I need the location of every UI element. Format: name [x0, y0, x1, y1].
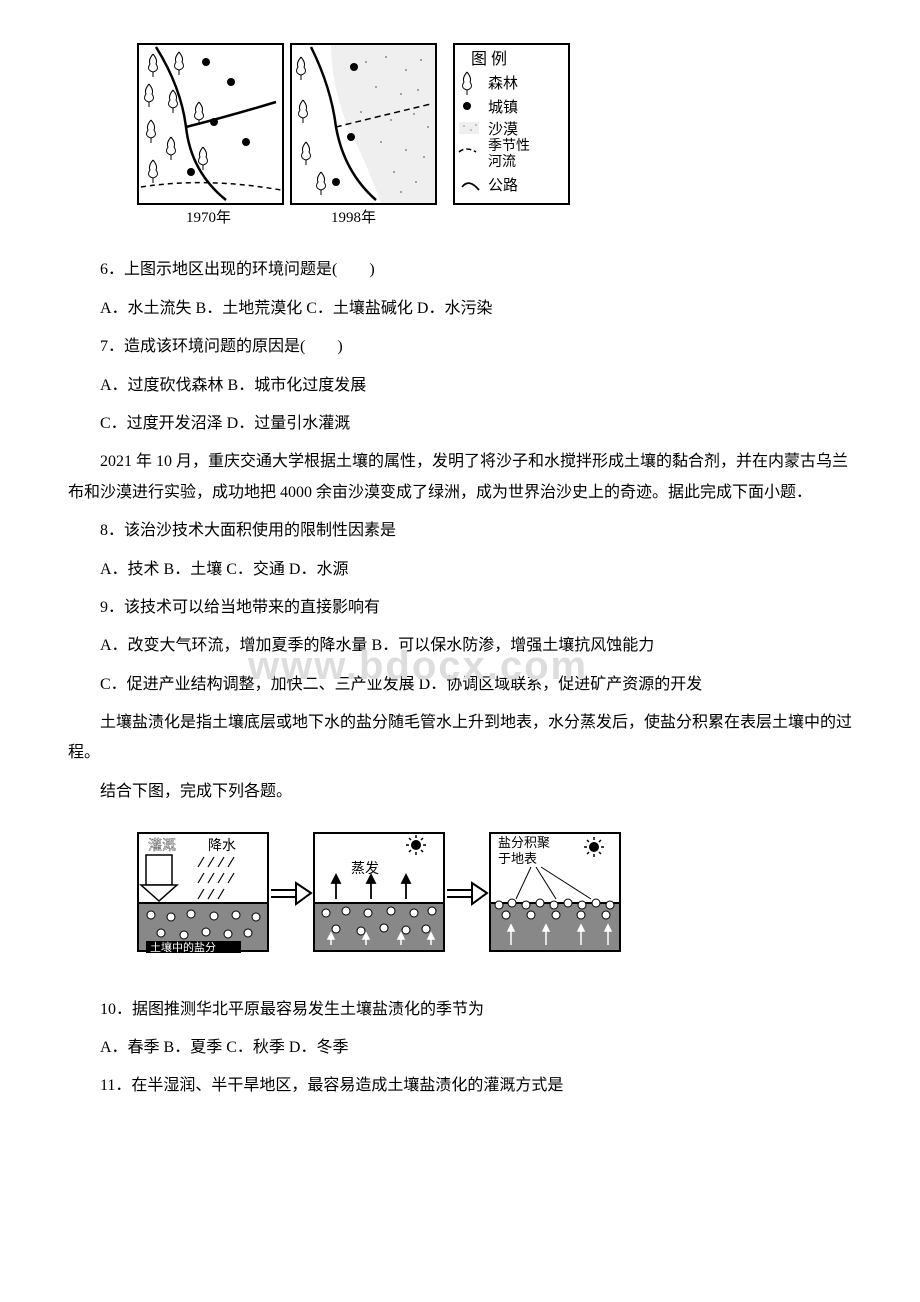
- q8-options: A．技术 B．土壤 C．交通 D．水源: [68, 555, 852, 585]
- q7-options-line1: A．过度砍伐森林 B．城市化过度发展: [68, 371, 852, 401]
- legend-seasonal-label-1: 季节性: [488, 138, 530, 154]
- q7-stem: 7．造成该环境问题的原因是( ): [68, 332, 852, 362]
- legend-seasonal-label-2: 河流: [488, 154, 516, 170]
- sun-icon-2: [584, 837, 604, 857]
- q9-options-line1: A．改变大气环流，增加夏季的降水量 B．可以保水防渗，增强土壤抗风蚀能力: [68, 631, 852, 661]
- sun-icon: [406, 835, 426, 855]
- q6-stem: 6．上图示地区出现的环境问题是( ): [68, 255, 852, 285]
- legend-forest-label: 森林: [488, 75, 518, 92]
- legend-road-label: 公路: [488, 177, 518, 194]
- label-evap: 蒸发: [351, 861, 379, 877]
- passage-10-11-p2: 结合下图，完成下列各题。: [68, 777, 852, 807]
- passage-10-11-p1: 土壤盐渍化是指土壤底层或地下水的盐分随毛管水上升到地表，水分蒸发后，使盐分积累在…: [68, 708, 852, 769]
- panel-1970: [138, 44, 283, 204]
- label-precip: 降水: [208, 838, 236, 854]
- trees-1998: [297, 57, 326, 195]
- label-irrigation: 灌溉: [148, 838, 176, 854]
- label-salt-surface-1: 盐分积聚: [498, 835, 550, 850]
- q10-stem: 10．据图推测华北平原最容易发生土壤盐渍化的季节为: [68, 995, 852, 1025]
- sal-panel-3: 盐分积聚 于地表: [490, 833, 620, 951]
- q9-stem: 9．该技术可以给当地带来的直接影响有: [68, 593, 852, 623]
- passage-8-9: 2021 年 10 月，重庆交通大学根据土壤的属性，发明了将沙子和水搅拌形成土壤…: [68, 447, 852, 508]
- caption-1970: 1970年: [186, 209, 231, 226]
- figure-map: 1970年 1998: [136, 42, 852, 243]
- q9-options-line2: C．促进产业结构调整，加快二、三产业发展 D．协调区域联系，促进矿产资源的开发: [68, 670, 852, 700]
- q7-options-line2: C．过度开发沼泽 D．过量引水灌溉: [68, 409, 852, 439]
- caption-1998: 1998年: [331, 209, 376, 226]
- q8-stem: 8．该治沙技术大面积使用的限制性因素是: [68, 516, 852, 546]
- flow-arrow-2: [447, 883, 487, 904]
- label-salt-surface-2: 于地表: [498, 851, 537, 866]
- q11-stem: 11．在半湿润、半干旱地区，最容易造成土壤盐渍化的灌溉方式是: [68, 1071, 852, 1101]
- q6-options: A．水土流失 B．土地荒漠化 C．土壤盐碱化 D．水污染: [68, 294, 852, 324]
- soil-salt-caption: 土壤中的盐分: [150, 940, 216, 954]
- flow-arrow-1: [271, 883, 311, 904]
- sal-panel-1: 灌溉 降水 土壤中的盐分: [138, 833, 268, 954]
- legend-town-label: 城镇: [488, 99, 518, 116]
- legend-title: 图 例: [471, 50, 507, 68]
- legend-desert-label: 沙漠: [488, 121, 518, 138]
- figure-salinization: 灌溉 降水 土壤中的盐分: [136, 825, 852, 976]
- trees-1970: [145, 52, 208, 183]
- sal-panel-2: 蒸发: [314, 833, 444, 951]
- q10-options: A．春季 B．夏季 C．秋季 D．冬季: [68, 1033, 852, 1063]
- map-legend: 图 例 森林 城镇 沙漠 季节性 河流 公路: [454, 44, 569, 204]
